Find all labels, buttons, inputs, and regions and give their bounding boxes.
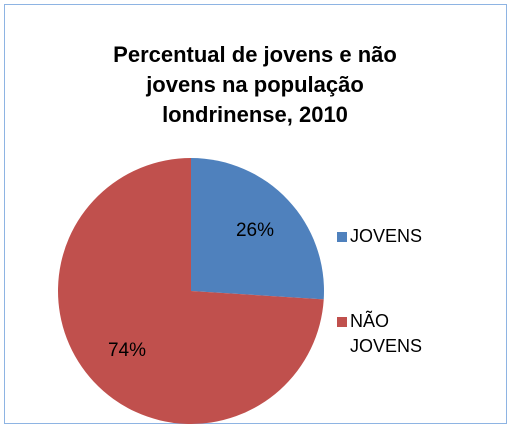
chart-frame: [4, 4, 507, 424]
legend-swatch: [337, 232, 347, 242]
legend-label: JOVENS: [350, 226, 423, 246]
pie-slice: [58, 158, 324, 424]
data-label: 26%: [236, 220, 274, 241]
data-label: 74%: [108, 340, 146, 361]
legend-swatch: [337, 317, 347, 327]
pie-slice: [191, 158, 324, 300]
chart-title: Percentual de jovens e não jovens na pop…: [113, 42, 397, 127]
legend-label: NÃO JOVENS: [350, 311, 423, 356]
